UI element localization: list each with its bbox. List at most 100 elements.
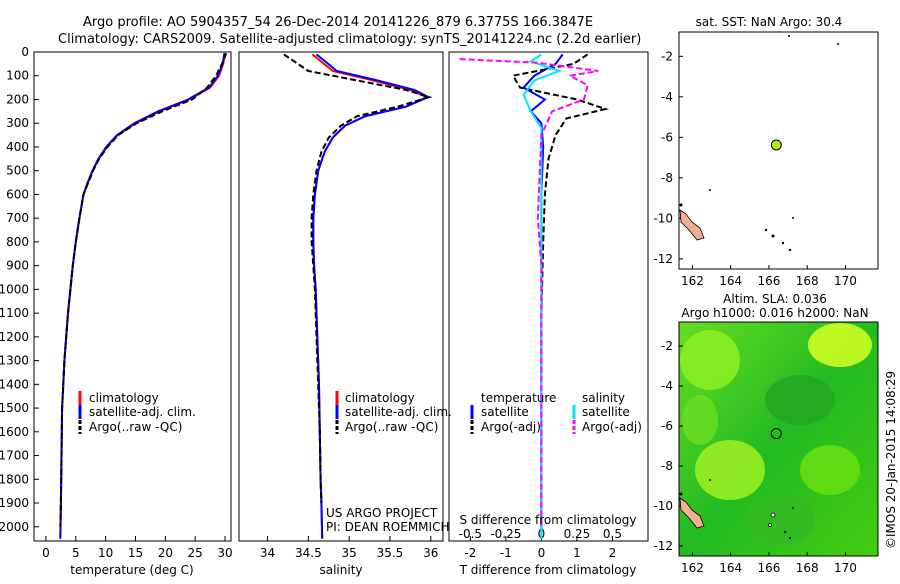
sla-low-patch (745, 495, 815, 545)
map-y-tick-label: -8 (661, 459, 673, 473)
t-difference-xlabel: T difference from climatology (459, 563, 637, 577)
island-dot (837, 43, 839, 45)
salinity-xlabel: salinity (319, 563, 362, 577)
y-tick-label: 100 (6, 69, 29, 83)
map-x-tick-label: 164 (719, 274, 742, 288)
sla-map-title: Altim. SLA: 0.036 (723, 292, 827, 306)
salinity-legend: climatology satellite-adj. clim. Argo(..… (335, 391, 452, 434)
y-tick-label: 0 (21, 45, 29, 59)
y-tick-label: 1100 (0, 306, 29, 320)
sla-map-land (679, 479, 794, 540)
temperature-legend: climatology satellite-adj. clim. Argo(..… (78, 391, 196, 434)
map-y-tick-label: -4 (661, 90, 673, 104)
y-tick-label: 500 (6, 164, 29, 178)
map-y-tick-label: -10 (653, 499, 673, 513)
sla-map-anomaly-patches (680, 323, 872, 545)
x-tick-label: 30 (217, 546, 232, 560)
series-line-0 (59, 53, 226, 539)
map-y-tick-label: -12 (653, 252, 673, 266)
legend-label-satellite: satellite-adj. clim. (89, 405, 196, 419)
difference-axes-frame (448, 51, 649, 542)
x-tick-label: 35.5 (377, 546, 404, 560)
legend-label-climatology: climatology (345, 391, 415, 405)
map-x-tick-label: 162 (681, 274, 704, 288)
x-tick-label: 34 (260, 546, 275, 560)
argo-position-marker (770, 428, 782, 440)
sst-map-title: sat. SST: NaN Argo: 30.4 (696, 15, 843, 29)
map-x-tick-label: 170 (834, 274, 857, 288)
sla-high-patch (800, 445, 860, 495)
island-dot (788, 536, 792, 540)
sla-high-patch (680, 330, 740, 390)
sla-high-patch (808, 323, 872, 367)
map-x-tick-label: 168 (796, 561, 819, 575)
x-tick-label: 1 (573, 546, 581, 560)
x-tick-label: 20 (158, 546, 173, 560)
salinity-series (283, 53, 433, 539)
island-santa-isabel (679, 209, 705, 241)
island-dot (709, 189, 711, 191)
series-line-2 (59, 52, 228, 527)
sla-map-panel: Altim. SLA: 0.036 Argo h1000: 0.016 h200… (653, 292, 879, 575)
map-x-tick-label: 162 (681, 561, 704, 575)
s-difference-tick-labels: -0.5 -0.25 0 0.25 0.5 (459, 527, 622, 541)
x-tick-label: 34.5 (295, 546, 322, 560)
y-tick-label: 2000 (0, 520, 29, 534)
x-tick-label: -1 (500, 546, 512, 560)
x-tick-label: 10 (98, 546, 113, 560)
map-y-tick-label: -6 (661, 419, 673, 433)
imos-credit: ©IMOS 20-Jan-2015 14:08:29 (884, 371, 898, 549)
x-tick-label: 0 (538, 546, 546, 560)
sst-map-land (679, 35, 839, 252)
difference-series (459, 53, 610, 539)
sla-low-patch (765, 375, 835, 425)
argo-position-marker (770, 139, 782, 151)
map-x-tick-label: 168 (796, 274, 819, 288)
project-note-line-1: US ARGO PROJECT (326, 506, 438, 520)
island-dot (679, 203, 683, 207)
y-tick-label: 900 (6, 259, 29, 273)
y-tick-label: 1900 (0, 496, 29, 510)
x-tick-label: 2 (609, 546, 617, 560)
header-line-1: Argo profile: AO 5904357_54 26-Dec-2014 … (83, 15, 593, 30)
legend-title-salinity: salinity (582, 391, 625, 405)
island-dot (679, 492, 683, 496)
temperature-series (59, 52, 228, 539)
x2-tick-label: -0.25 (490, 527, 521, 541)
x2-tick-label: 0.5 (603, 527, 622, 541)
series-line-0 (311, 53, 430, 539)
island-dot (709, 479, 711, 481)
island-dot (783, 530, 787, 534)
sla-map-tick-labels: 162 164 166 168 170 -2 -4 -6 -8 -10 -12 (653, 339, 857, 575)
legend-label-argo: Argo(..raw -QC) (345, 420, 438, 434)
header-line-2: Climatology: CARS2009. Satellite-adjuste… (58, 32, 641, 47)
island-dot (788, 35, 790, 37)
temperature-panel: 0100200300400500600700800900100011001200… (0, 45, 233, 577)
x2-tick-label: -0.5 (459, 527, 482, 541)
salinity-tick-labels: 34 34.5 35 35.5 36 (260, 536, 438, 560)
y-tick-label: 600 (6, 187, 29, 201)
sla-high-patch (695, 440, 765, 500)
project-note-line-2: PI: DEAN ROEMMICH (326, 520, 449, 534)
island-santa-isabel (679, 497, 705, 529)
y-tick-label: 1800 (0, 472, 29, 486)
series-line-2 (283, 53, 433, 504)
difference-legend: temperature satellite Argo(-adj) salinit… (470, 391, 642, 434)
difference-panel: -2 -1 0 1 2 -0.5 -0.25 0 0.25 0.5 T difference f… (448, 51, 649, 577)
map-y-tick-label: -10 (653, 211, 673, 225)
island-dot (792, 507, 794, 509)
map-y-tick-label: -4 (661, 379, 673, 393)
legend-label-satellite: satellite-adj. clim. (345, 405, 452, 419)
sst-map-panel: sat. SST: NaN Argo: 30.4 162 164 166 168 170… (653, 15, 879, 288)
island-dot (781, 241, 785, 245)
y-tick-label: 1300 (0, 354, 29, 368)
y-tick-label: 800 (6, 235, 29, 249)
x-tick-label: 35 (342, 546, 357, 560)
map-y-tick-label: -2 (661, 339, 673, 353)
map-x-tick-label: 166 (757, 561, 780, 575)
y-tick-label: 1700 (0, 449, 29, 463)
depth-tick-labels: 0 100 200 300 400 500 600 700 800 900 1000 1100 1200… (0, 45, 39, 534)
y-tick-label: 1500 (0, 401, 29, 415)
island-dot (788, 248, 792, 252)
